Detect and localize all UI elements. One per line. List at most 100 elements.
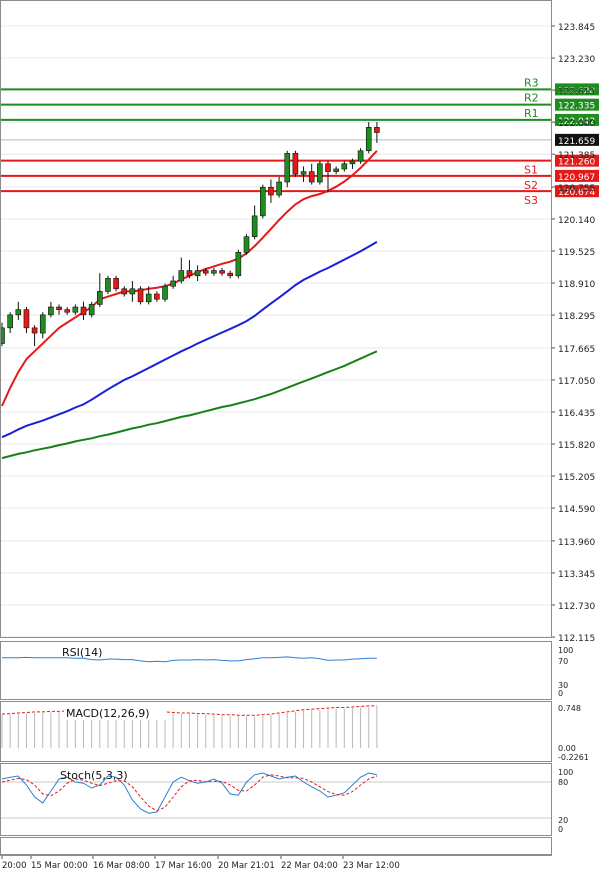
stoch-tick-label: 20 xyxy=(558,816,568,825)
candle-body xyxy=(97,291,103,305)
candle-body xyxy=(194,270,201,277)
y-tick-label: 115.820 xyxy=(558,441,595,451)
stoch-tick-label: 0 xyxy=(558,825,563,834)
candle-body xyxy=(317,163,323,183)
candle-body xyxy=(121,288,128,295)
level-price-label: 122.042 xyxy=(558,117,595,127)
candle-body xyxy=(325,163,331,172)
stoch-k-line xyxy=(1,772,378,814)
stoch-tick-label: 100 xyxy=(558,768,573,777)
candle-body xyxy=(341,163,348,170)
candle-body xyxy=(292,153,299,175)
x-tick-label: 17 Mar 16:00 xyxy=(155,861,212,871)
y-tick-label: 122.000 xyxy=(558,119,595,129)
level-price-label: 121.260 xyxy=(558,158,595,168)
x-tick-label: 23 Mar 12:00 xyxy=(343,861,400,871)
candle-body xyxy=(113,278,119,290)
level-name-s1: S1 xyxy=(524,164,538,177)
candle-body xyxy=(374,127,380,133)
macd-label: MACD(12,26,9) xyxy=(66,707,150,720)
ma-line-mid xyxy=(1,241,378,439)
candle-body xyxy=(276,181,282,196)
macd-label-bg xyxy=(64,706,166,720)
y-tick-label: 123.230 xyxy=(558,55,595,65)
candle-body xyxy=(227,272,233,277)
y-tick-label: 117.050 xyxy=(558,377,595,387)
y-tick-label: 112.730 xyxy=(558,602,595,612)
y-tick-label: 123.845 xyxy=(558,23,595,33)
candle-body xyxy=(170,280,176,287)
y-tick-label: 118.910 xyxy=(558,280,595,290)
level-name-r2: R2 xyxy=(524,92,539,105)
rsi-tick-label: 0 xyxy=(558,689,563,698)
stoch-label: Stoch(5,3,3) xyxy=(60,769,128,782)
candle-body xyxy=(0,327,5,344)
candle-body xyxy=(39,314,46,334)
level-price-tag xyxy=(555,98,599,111)
candle-body xyxy=(80,306,87,316)
y-tick-label: 121.385 xyxy=(558,151,595,161)
current-price-label: 121.659 xyxy=(558,137,595,147)
level-price-tag xyxy=(555,169,599,182)
candle-body xyxy=(145,293,152,303)
candle-body xyxy=(268,186,274,196)
candle-body xyxy=(300,171,307,175)
candle-body xyxy=(48,306,54,316)
rsi-label: RSI(14) xyxy=(62,646,102,659)
level-name-r1: R1 xyxy=(524,107,539,120)
macd-tick-label: 0.748 xyxy=(558,704,581,713)
candle-body xyxy=(23,309,30,329)
candle-body xyxy=(129,288,136,295)
candle-body xyxy=(251,215,258,237)
candle-body xyxy=(137,288,144,303)
level-name-s3: S3 xyxy=(524,194,538,207)
candle-body xyxy=(211,270,217,274)
candle-body xyxy=(64,309,70,313)
x-tick-label: 20:00 xyxy=(2,861,27,871)
stoch-d-line xyxy=(1,774,378,812)
ma-line-fast xyxy=(1,150,378,407)
level-price-tag xyxy=(555,185,599,198)
candle-body xyxy=(105,278,111,292)
x-tick-label: 16 Mar 08:00 xyxy=(93,861,150,871)
candle-body xyxy=(15,309,22,316)
y-tick-label: 114.590 xyxy=(558,505,595,515)
y-tick-label: 122.615 xyxy=(558,87,595,97)
candle-body xyxy=(243,236,250,253)
candle-body xyxy=(235,252,242,277)
ma-line-slow xyxy=(1,350,378,460)
level-name-r3: R3 xyxy=(524,76,539,89)
candle-body xyxy=(259,186,266,217)
main-pane-frame xyxy=(0,0,552,638)
y-tick-label: 120.755 xyxy=(558,184,595,194)
rsi-tick-label: 70 xyxy=(558,657,568,666)
candle-body xyxy=(219,270,225,274)
x-tick-label: 20 Mar 21:01 xyxy=(218,861,275,871)
rsi-line xyxy=(2,656,377,663)
candle-body xyxy=(308,171,315,183)
candle-body xyxy=(202,270,209,274)
macd-tick-label: -0.2261 xyxy=(558,753,589,762)
level-price-tag xyxy=(555,113,599,126)
candle-body xyxy=(56,306,62,310)
level-price-label: 122.628 xyxy=(558,86,595,96)
candle-body xyxy=(88,304,95,316)
candle-body xyxy=(154,293,160,300)
rsi-tick-label: 30 xyxy=(558,681,568,690)
rsi-pane-frame xyxy=(0,641,552,700)
y-tick-label: 113.345 xyxy=(558,570,595,580)
y-tick-label: 116.435 xyxy=(558,409,595,419)
current-price-tag xyxy=(555,133,599,146)
stoch-tick-label: 80 xyxy=(558,778,568,787)
level-price-tag xyxy=(555,83,599,96)
y-tick-label: 115.205 xyxy=(558,473,595,483)
candle-body xyxy=(333,168,339,172)
stoch-pane-frame xyxy=(0,763,552,836)
level-name-s2: S2 xyxy=(524,179,538,192)
rsi-tick-label: 100 xyxy=(558,646,573,655)
y-tick-label: 113.960 xyxy=(558,538,595,548)
candle-body xyxy=(186,270,193,277)
macd-pane-frame xyxy=(0,701,552,762)
